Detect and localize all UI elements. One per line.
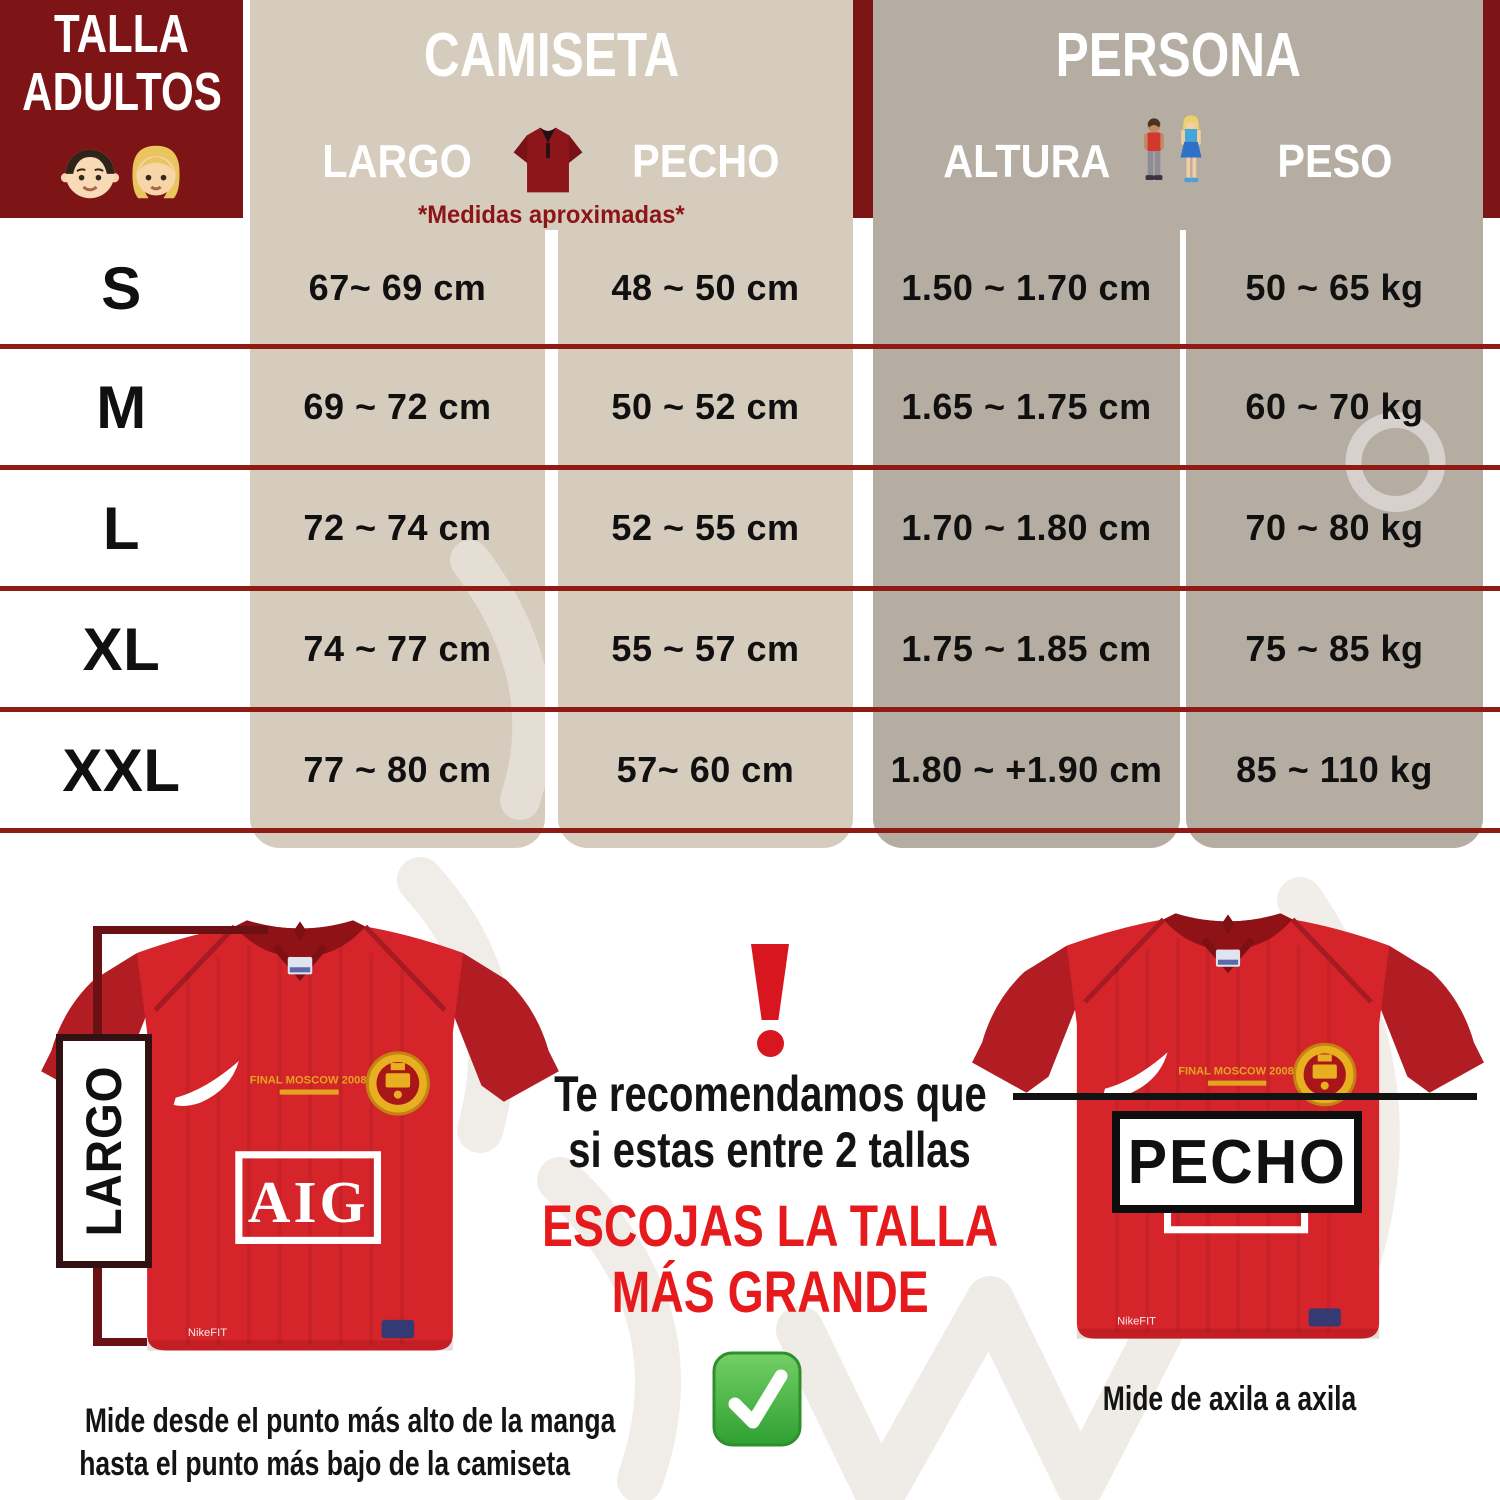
largo-bracket-bottom [93,1338,147,1346]
altura-value: 1.70 ~ 1.80 cm [901,507,1152,548]
header-divider-left [853,0,873,218]
largo-bracket-top [93,926,268,934]
talla-title-line2: ADULTOS [21,62,222,122]
peso-value: 60 ~ 70 kg [1245,386,1424,427]
table-row: L 72 ~ 74 cm 52 ~ 55 cm 1.70 ~ 1.80 cm 7… [0,470,1500,586]
largo-measure-box: LARGO [56,1034,152,1268]
advice-line-1: Te recomendamos que [553,1066,987,1122]
peso-value: 85 ~ 110 kg [1236,749,1433,790]
pecho-value: 55 ~ 57 cm [611,628,800,669]
camiseta-title: CAMISETA [423,20,680,90]
largo-value: 67~ 69 cm [308,267,487,308]
man-face-icon [60,149,120,199]
advice-highlight: ESCOJAS LA TALLA MÁS GRANDE [500,1194,1040,1326]
table-row: XXL 77 ~ 80 cm 57~ 60 cm 1.80 ~ +1.90 cm… [0,712,1500,828]
persona-col-peso: PESO [1276,135,1393,187]
advice-text: Te recomendamos que si estas entre 2 tal… [500,1066,1040,1178]
largo-measure-label: LARGO [76,1065,133,1237]
advice-line-2: si estas entre 2 tallas [568,1122,972,1178]
size-label: XL [82,615,161,683]
pecho-measure-line [1013,1093,1477,1100]
advice-highlight-2: MÁS GRANDE [611,1260,929,1325]
altura-value: 1.80 ~ +1.90 cm [890,749,1163,790]
pecho-value: 50 ~ 52 cm [611,386,800,427]
table-row: M 69 ~ 72 cm 50 ~ 52 cm 1.65 ~ 1.75 cm 6… [0,349,1500,465]
persona-header-panel [873,0,1483,230]
peso-value: 70 ~ 80 kg [1245,507,1424,548]
size-column-header-box: TALLA ADULTOS [0,0,243,218]
largo-value: 77 ~ 80 cm [303,749,492,790]
camiseta-col-largo: LARGO [322,135,473,187]
measurement-note: *Medidas aproximadas* [418,200,685,229]
pecho-value: 48 ~ 50 cm [611,267,800,308]
exclamation-dot-icon [757,1030,784,1057]
row-separator [0,707,1500,712]
pecho-caption: Mide de axila a axila [1103,1380,1357,1418]
woman-standing-icon [1180,115,1202,183]
pecho-value: 57~ 60 cm [616,749,795,790]
camiseta-col-pecho: PECHO [631,135,780,187]
size-label: XXL [62,736,181,804]
table-row: XL 74 ~ 77 cm 55 ~ 57 cm 1.75 ~ 1.85 cm … [0,591,1500,707]
man-standing-icon [1144,118,1164,180]
largo-caption: Mide desde el punto más alto de la manga… [79,1402,616,1483]
header-divider-right [1483,0,1500,218]
largo-value: 72 ~ 74 cm [303,507,492,548]
check-mark-icon [712,1351,802,1447]
persona-title: PERSONA [1055,20,1301,90]
largo-value: 74 ~ 77 cm [303,628,492,669]
row-separator [0,586,1500,591]
largo-value: 69 ~ 72 cm [303,386,492,427]
advice-highlight-1: ESCOJAS LA TALLA [541,1194,999,1259]
talla-title-line1: TALLA [54,4,189,64]
pecho-value: 52 ~ 55 cm [611,507,800,548]
peso-value: 75 ~ 85 kg [1245,628,1424,669]
pecho-measure-label: PECHO [1127,1127,1347,1197]
row-separator [0,465,1500,470]
persona-col-altura: ALTURA [942,135,1111,187]
row-separator [0,344,1500,349]
size-label: S [101,254,142,322]
peso-value: 50 ~ 65 kg [1245,267,1424,308]
altura-value: 1.65 ~ 1.75 cm [901,386,1152,427]
row-separator [0,828,1500,833]
table-row: S 67~ 69 cm 48 ~ 50 cm 1.50 ~ 1.70 cm 50… [0,232,1500,344]
altura-value: 1.50 ~ 1.70 cm [901,267,1152,308]
size-label: M [96,373,147,441]
woman-face-icon [132,145,180,199]
polo-shirt-icon [513,127,583,193]
pecho-measure-box: PECHO [1112,1111,1362,1213]
size-label: L [102,494,141,562]
altura-value: 1.75 ~ 1.85 cm [901,628,1152,669]
